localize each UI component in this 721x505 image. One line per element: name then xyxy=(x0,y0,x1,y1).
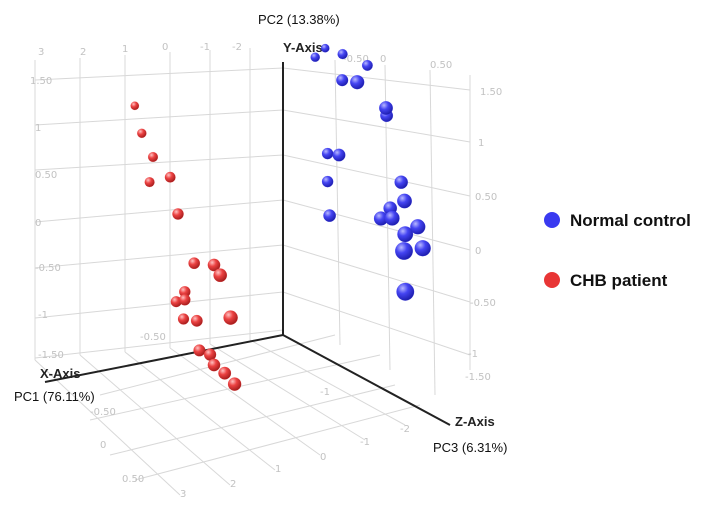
normal-control-legend-label: Normal control xyxy=(570,211,691,230)
floor-tick-label: -1 xyxy=(320,387,330,398)
x-tick-label: 1 xyxy=(35,123,41,134)
chb-patient-point xyxy=(164,171,176,183)
chb-patient-point xyxy=(218,366,232,380)
chb-patient-point xyxy=(130,101,140,111)
x-tick-label: 0 xyxy=(35,218,41,229)
z-tick-label: 1 xyxy=(122,44,128,55)
floor-tick-label: 2 xyxy=(230,479,236,490)
chb-patient-point xyxy=(207,258,221,272)
chb-patient-point xyxy=(227,377,242,391)
z-tick-label: 3 xyxy=(38,47,44,58)
z-tick-label: 0.50 xyxy=(430,60,452,71)
normal-control-legend-marker xyxy=(544,212,560,228)
chb-patient-point xyxy=(188,257,201,270)
chb-patient-point xyxy=(207,358,221,372)
x-axis-line xyxy=(44,334,284,383)
z-tick-label: 0 xyxy=(162,42,168,53)
normal-control-point xyxy=(310,52,321,63)
chb-patient-point xyxy=(213,268,228,283)
normal-control-point xyxy=(397,226,414,243)
z-tick-label: -1 xyxy=(200,42,210,53)
y-axis-title: Y-Axis xyxy=(283,40,323,55)
x-tick-label: -0.50 xyxy=(35,263,61,274)
y-tick-label: -1 xyxy=(468,349,478,360)
x-tick-label: -1 xyxy=(38,310,48,321)
chb-patient-legend-label: CHB patient xyxy=(570,271,668,290)
normal-control-point xyxy=(396,282,415,301)
x-tick-label: 1.50 xyxy=(30,76,52,87)
normal-control-point xyxy=(323,209,337,223)
normal-control-point xyxy=(337,48,348,60)
normal-control-point xyxy=(394,175,409,190)
y-tick-label: 1 xyxy=(478,138,484,149)
chb-patient-point xyxy=(193,344,206,357)
y-tick-label: 0.50 xyxy=(475,192,497,203)
chb-patient-point xyxy=(144,176,155,188)
y-tick-label: 1.50 xyxy=(480,87,502,98)
floor-tick-label: -1 xyxy=(360,437,370,448)
normal-control-point xyxy=(394,241,414,261)
x-axis-title: X-Axis xyxy=(40,366,80,381)
z-tick-label: 0 xyxy=(380,54,386,65)
y-tick-label: -0.50 xyxy=(470,298,496,309)
chb-patient-point xyxy=(136,128,147,139)
z-tick-label: 0.50 xyxy=(122,474,144,485)
chb-patient-point xyxy=(190,314,203,327)
z-tick-label: -2 xyxy=(232,42,242,53)
z-tick-label: 3 xyxy=(180,489,186,500)
chb-patient-point xyxy=(177,313,190,325)
normal-control-point xyxy=(361,59,373,71)
z-axis-title: Z-Axis xyxy=(455,414,495,429)
z-tick-label: -0.50 xyxy=(90,407,116,418)
chb-patient-point xyxy=(178,293,191,306)
x-tick-label: 0.50 xyxy=(35,170,57,181)
tick-labels: 1.50 1 0.50 0 -0.50 -1 -1.50 -1.50 -1 -0.50 0 0.50 1… xyxy=(30,42,502,500)
chb-patient-point xyxy=(147,151,159,163)
z-tick-label: 2 xyxy=(80,47,86,58)
floor-tick-label: 0 xyxy=(320,452,326,463)
normal-control-point xyxy=(378,100,394,116)
pc3-label: PC3 (6.31%) xyxy=(433,440,507,455)
data-points xyxy=(130,43,431,391)
z-tick-label: -0.50 xyxy=(343,54,369,65)
floor-tick-label: 1 xyxy=(275,464,281,475)
z-tick-label: 0 xyxy=(100,440,106,451)
normal-control-point xyxy=(332,148,346,162)
y-tick-label: 0 xyxy=(475,246,481,257)
pc2-label: PC2 (13.38%) xyxy=(258,12,340,27)
normal-control-point xyxy=(320,43,330,53)
chb-patient-point xyxy=(172,208,184,220)
y-tick-label: -1.50 xyxy=(465,372,491,383)
chb-patient-point xyxy=(223,310,238,325)
normal-control-point xyxy=(336,74,349,87)
x-tick-label: -1.50 xyxy=(38,350,64,361)
z-axis-line xyxy=(282,334,451,426)
normal-control-point xyxy=(396,193,413,209)
normal-control-point xyxy=(321,147,334,160)
pc1-label: PC1 (76.11%) xyxy=(14,389,95,404)
normal-control-point xyxy=(384,210,400,226)
normal-control-point xyxy=(414,239,431,257)
normal-control-point xyxy=(349,74,365,90)
floor-tick-label: -0.50 xyxy=(140,332,166,343)
axis-lines xyxy=(44,62,451,426)
normal-control-point xyxy=(321,175,334,188)
normal-control-point xyxy=(410,219,426,235)
floor-tick-label: -2 xyxy=(400,424,410,435)
legend: Normal control CHB patient xyxy=(544,211,691,290)
chb-patient-legend-marker xyxy=(544,272,560,288)
